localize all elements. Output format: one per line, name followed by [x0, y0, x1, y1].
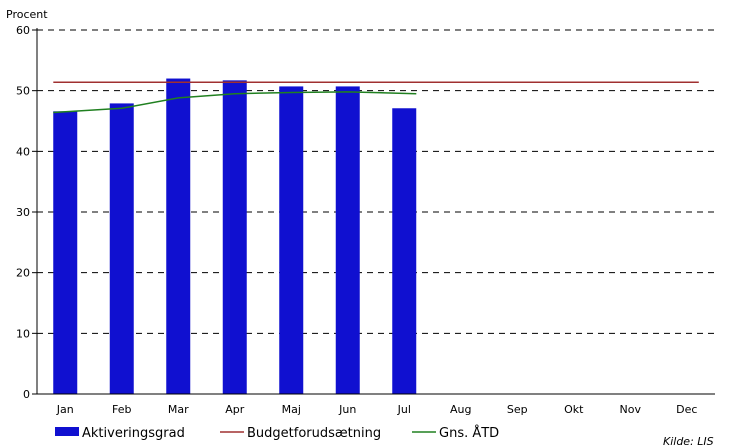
x-tick-label: Maj [282, 403, 301, 416]
x-tick-label: Sep [507, 403, 528, 416]
legend-swatch [55, 427, 79, 436]
y-tick-label: 40 [16, 145, 30, 158]
y-tick-label: 20 [16, 267, 30, 280]
y-tick-label: 30 [16, 206, 30, 219]
y-axis-label: Procent [6, 8, 48, 21]
x-tick-label: Jan [56, 403, 74, 416]
legend-label: Aktiveringsgrad [82, 426, 185, 441]
y-tick-label: 50 [16, 85, 30, 98]
bar [109, 103, 134, 394]
source-note: Kilde: LIS [663, 435, 714, 446]
legend-label: Budgetforudsætning [247, 426, 381, 441]
x-tick-label: Mar [168, 403, 189, 416]
x-tick-label: Aug [450, 403, 471, 416]
x-tick-label: Jul [397, 403, 411, 416]
bar [279, 86, 304, 395]
y-tick-label: 60 [16, 24, 30, 37]
y-tick-label: 10 [16, 327, 30, 340]
legend-label: Gns. ÅTD [439, 425, 499, 441]
x-tick-label: Dec [676, 403, 697, 416]
bar [335, 86, 360, 395]
bar [222, 80, 247, 394]
series-lines [53, 81, 699, 114]
bars [53, 78, 417, 395]
bar [166, 78, 191, 395]
gridlines [37, 29, 715, 334]
bar [53, 111, 78, 394]
series-line [53, 91, 417, 114]
x-tick-label: Apr [225, 403, 245, 416]
axes: 0 10 20 30 40 50 60 Jan Feb Mar Apr Maj Jun Jul Aug Sep… [16, 24, 715, 416]
x-tick-label: Jun [338, 403, 356, 416]
y-tick-label: 0 [23, 388, 30, 401]
x-tick-label: Nov [620, 403, 642, 416]
bar [392, 108, 417, 394]
x-tick-label: Okt [564, 403, 584, 416]
x-tick-label: Feb [112, 403, 131, 416]
legend: Aktiveringsgrad Budgetforudsætning Gns. ÅT… [55, 425, 499, 441]
